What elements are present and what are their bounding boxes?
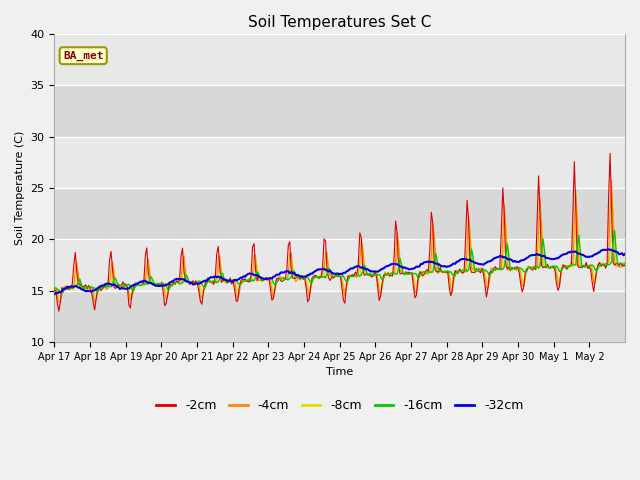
-4cm: [90, 292, 97, 298]
-32cm: [621, 251, 629, 257]
-2cm: [621, 263, 629, 268]
Legend: -2cm, -4cm, -8cm, -16cm, -32cm: -2cm, -4cm, -8cm, -16cm, -32cm: [151, 395, 528, 417]
-8cm: [459, 269, 467, 275]
Text: BA_met: BA_met: [63, 50, 104, 61]
X-axis label: Time: Time: [326, 367, 353, 377]
-8cm: [544, 264, 552, 270]
-32cm: [344, 268, 352, 274]
-16cm: [72, 283, 79, 289]
-8cm: [56, 296, 64, 301]
-8cm: [609, 204, 617, 210]
Bar: [54, 34, 625, 85]
-4cm: [459, 271, 467, 276]
Y-axis label: Soil Temperature (C): Soil Temperature (C): [15, 131, 25, 245]
-8cm: [621, 258, 629, 264]
-16cm: [621, 261, 629, 266]
-32cm: [542, 255, 550, 261]
Line: -32cm: -32cm: [54, 249, 625, 294]
Bar: [54, 290, 625, 342]
-4cm: [346, 272, 353, 277]
-16cm: [620, 262, 627, 268]
-16cm: [611, 228, 618, 233]
-32cm: [618, 251, 626, 256]
-4cm: [621, 261, 629, 267]
-8cm: [620, 259, 627, 265]
-8cm: [72, 283, 79, 288]
-2cm: [90, 299, 97, 305]
-2cm: [606, 151, 614, 156]
-32cm: [605, 246, 612, 252]
-8cm: [90, 287, 97, 292]
-16cm: [90, 285, 97, 291]
-4cm: [55, 300, 63, 305]
-4cm: [608, 177, 616, 183]
-2cm: [72, 250, 79, 255]
-2cm: [620, 263, 627, 269]
-2cm: [459, 270, 467, 276]
-4cm: [620, 264, 627, 269]
-16cm: [459, 267, 467, 273]
-4cm: [72, 268, 79, 274]
-32cm: [51, 291, 58, 297]
-4cm: [544, 264, 552, 270]
-2cm: [544, 262, 552, 267]
Line: -2cm: -2cm: [54, 154, 625, 311]
-32cm: [458, 256, 465, 262]
-32cm: [70, 284, 77, 289]
Title: Soil Temperatures Set C: Soil Temperatures Set C: [248, 15, 431, 30]
-16cm: [58, 290, 66, 296]
Line: -16cm: -16cm: [54, 230, 625, 293]
-2cm: [346, 274, 353, 279]
Bar: [54, 239, 625, 290]
-2cm: [51, 288, 58, 293]
-4cm: [51, 286, 58, 292]
-2cm: [55, 308, 63, 314]
-32cm: [88, 288, 95, 294]
-8cm: [51, 288, 58, 294]
Bar: [54, 85, 625, 137]
-8cm: [346, 273, 353, 279]
Line: -4cm: -4cm: [54, 180, 625, 302]
Bar: [54, 137, 625, 188]
Line: -8cm: -8cm: [54, 207, 625, 299]
-16cm: [544, 264, 552, 270]
-16cm: [51, 285, 58, 291]
-16cm: [346, 274, 353, 280]
Bar: [54, 188, 625, 239]
